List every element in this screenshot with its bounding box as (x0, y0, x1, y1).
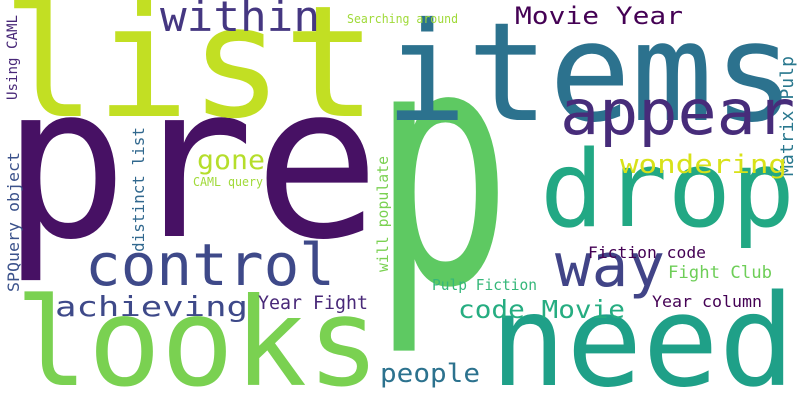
word: Fight Club (668, 263, 772, 283)
word: appear (560, 76, 795, 149)
word: items (385, 0, 795, 153)
word: SPQuery object (4, 152, 23, 292)
word: gone (197, 145, 265, 176)
word: code Movie (458, 295, 625, 324)
word: distinct list (129, 127, 148, 252)
word: Pulp Fiction (432, 276, 537, 294)
word: within (160, 0, 320, 41)
word: people (380, 359, 480, 389)
word: wondering (620, 150, 787, 180)
word: list (2, 0, 377, 153)
word: Matrix Pulp (777, 56, 798, 176)
word: Searching around (347, 12, 458, 26)
word: achieving (55, 290, 248, 323)
word: Movie Year (515, 2, 683, 30)
word: control (85, 231, 335, 299)
word: Year column (652, 292, 762, 311)
word: way (555, 231, 665, 301)
word: drop (540, 128, 795, 251)
word: Using CAML (5, 15, 21, 100)
word: need (490, 267, 795, 400)
word: Year Fight (258, 292, 368, 314)
word: will populate (374, 156, 392, 272)
word: CAML query (193, 175, 263, 189)
word: looks (15, 272, 380, 400)
word: pre (2, 39, 380, 286)
word: p (372, 0, 512, 360)
word: Fiction code (588, 243, 706, 262)
